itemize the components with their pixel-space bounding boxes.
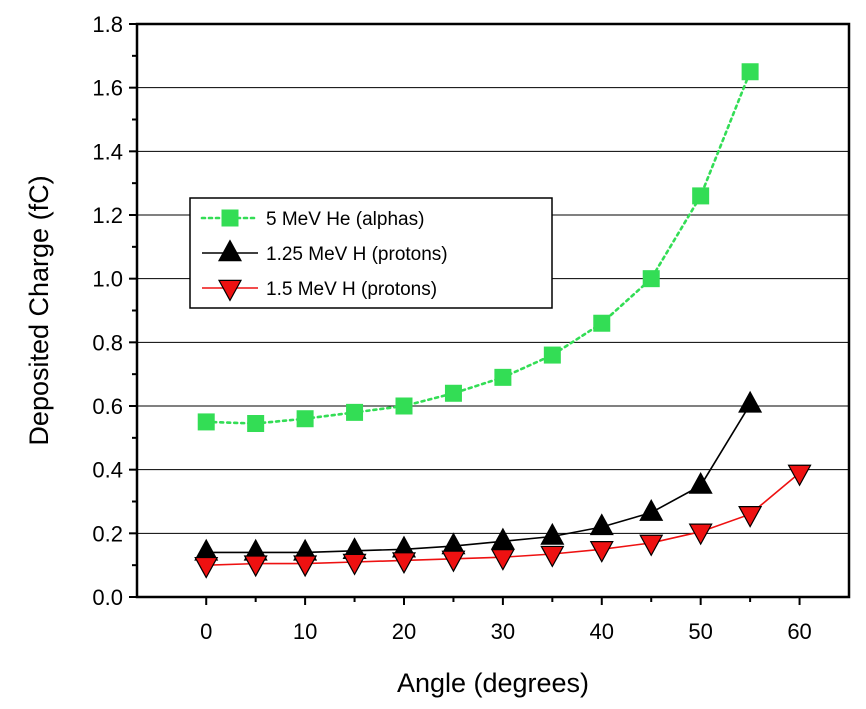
data-point [346,403,364,421]
series-0 [197,63,759,433]
x-tick-label: 10 [293,619,317,644]
data-point [639,498,664,521]
y-tick-label: 1.2 [92,203,123,228]
data-point [688,523,713,546]
x-tick-label: 40 [590,619,614,644]
y-tick-label: 0.0 [92,585,123,610]
y-tick-label: 1.4 [92,139,123,164]
data-point [540,545,565,568]
data-point [738,506,763,528]
data-point [342,553,367,576]
y-tick-label: 1.6 [92,76,123,101]
y-tick-label: 1.0 [92,267,123,292]
data-point [589,541,614,563]
series-layer [194,63,812,579]
data-point [787,464,812,487]
x-tick-label: 30 [491,619,515,644]
data-point [593,314,611,332]
data-point [741,63,759,81]
legend-label: 5 MeV He (alphas) [266,209,424,230]
y-tick-label: 0.2 [92,521,123,546]
legend-marker [221,209,239,227]
data-point [543,346,561,364]
legend-item-protons-1-25: 1.25 MeV H (protons) [202,239,448,265]
data-point [391,552,417,575]
y-axis-title: Deposited Charge (fC) [24,175,54,445]
y-tick-label: 0.6 [92,394,123,419]
data-point [642,270,660,288]
x-tick-label: 50 [688,619,712,644]
data-point [688,471,713,494]
grid-lines [137,87,849,534]
data-point [395,397,413,415]
data-point [441,550,466,573]
data-point [243,555,268,578]
data-point [247,415,265,433]
data-point [296,410,314,428]
data-point [494,368,512,386]
legend-item-alphas: 5 MeV He (alphas) [200,209,424,230]
series-2 [194,464,812,579]
y-tick-label: 0.4 [92,458,123,483]
x-tick-label: 0 [200,619,212,644]
data-point [194,556,219,579]
y-tick-label: 1.8 [92,12,123,37]
data-point [197,413,215,431]
x-tick-label: 60 [787,619,811,644]
data-point [293,555,318,578]
data-point [444,384,462,402]
legend-item-protons-1-5: 1.5 MeV H (protons) [202,279,437,302]
data-point [490,549,515,571]
data-point [589,513,614,536]
data-point [540,522,565,545]
x-tick-label: 20 [392,619,416,644]
series-1 [194,390,763,561]
series-line [206,403,751,554]
x-axis-title: Angle (degrees) [397,668,589,698]
data-point [490,527,515,550]
data-point [738,390,763,413]
data-point [639,534,664,557]
legend-label: 1.25 MeV H (protons) [266,244,448,265]
data-point [692,187,710,205]
y-tick-label: 0.8 [92,330,123,355]
legend: 5 MeV He (alphas) 1.25 MeV H (protons) 1… [189,197,553,309]
legend-marker [217,279,243,302]
axis-ticks: 0 10 20 30 40 50 60 0.0 0.2 0.4 0.6 0.8 1.0 1.2 1.4 1.6… [92,12,811,644]
legend-marker [217,239,243,262]
legend-label: 1.5 MeV H (protons) [266,279,437,300]
